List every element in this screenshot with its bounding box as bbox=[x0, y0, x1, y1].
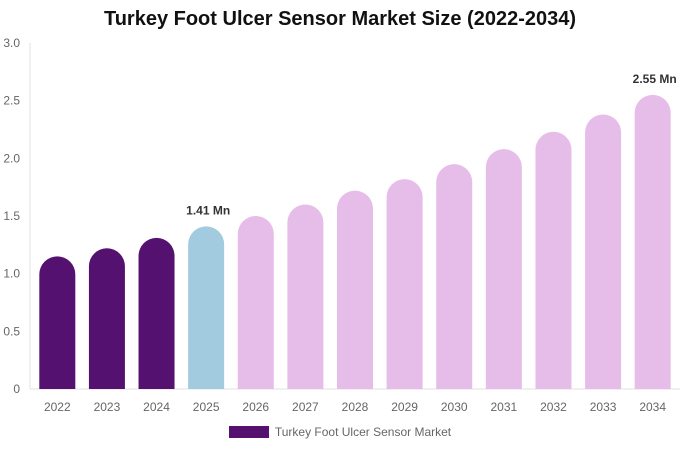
y-tick-label: 3.0 bbox=[3, 36, 20, 50]
x-tick-label: 2025 bbox=[193, 400, 220, 414]
x-tick-label: 2023 bbox=[94, 400, 121, 414]
legend-label: Turkey Foot Ulcer Sensor Market bbox=[274, 425, 452, 439]
x-tick-label: 2031 bbox=[490, 400, 517, 414]
x-tick-label: 2027 bbox=[292, 400, 319, 414]
x-tick-label: 2034 bbox=[639, 400, 666, 414]
bar-2026 bbox=[237, 216, 274, 389]
bar-2027 bbox=[287, 204, 324, 389]
bar-2031 bbox=[485, 149, 522, 389]
bar-2029 bbox=[386, 179, 423, 389]
bar-2032 bbox=[535, 131, 572, 389]
bar-2023 bbox=[88, 248, 125, 389]
data-label: 2.55 Mn bbox=[633, 72, 677, 86]
x-tick-label: 2024 bbox=[143, 400, 170, 414]
bar-2028 bbox=[337, 190, 373, 389]
x-tick-label: 2032 bbox=[540, 400, 567, 414]
bar-2025 bbox=[188, 226, 225, 389]
bar-2034 bbox=[634, 94, 671, 389]
x-tick-label: 2022 bbox=[44, 400, 71, 414]
bar-2024 bbox=[138, 237, 175, 389]
y-tick-label: 1.5 bbox=[3, 209, 20, 223]
x-tick-label: 2026 bbox=[242, 400, 269, 414]
bar-2033 bbox=[585, 114, 622, 390]
y-tick-label: 2.5 bbox=[3, 94, 20, 108]
x-tick-label: 2030 bbox=[441, 400, 468, 414]
y-tick-label: 0 bbox=[13, 382, 20, 396]
y-tick-label: 0.5 bbox=[3, 324, 20, 338]
chart-title: Turkey Foot Ulcer Sensor Market Size (20… bbox=[103, 8, 577, 30]
bar-2022 bbox=[39, 256, 76, 389]
x-tick-label: 2028 bbox=[342, 400, 369, 414]
y-tick-label: 1.0 bbox=[3, 267, 20, 281]
legend[interactable]: Turkey Foot Ulcer Sensor Market bbox=[0, 425, 680, 439]
legend-swatch bbox=[228, 426, 269, 438]
y-tick-label: 2.0 bbox=[3, 151, 20, 165]
bar-2030 bbox=[436, 164, 473, 389]
x-tick-label: 2029 bbox=[391, 400, 418, 414]
x-tick-label: 2033 bbox=[590, 400, 617, 414]
data-label: 1.41 Mn bbox=[186, 203, 230, 217]
